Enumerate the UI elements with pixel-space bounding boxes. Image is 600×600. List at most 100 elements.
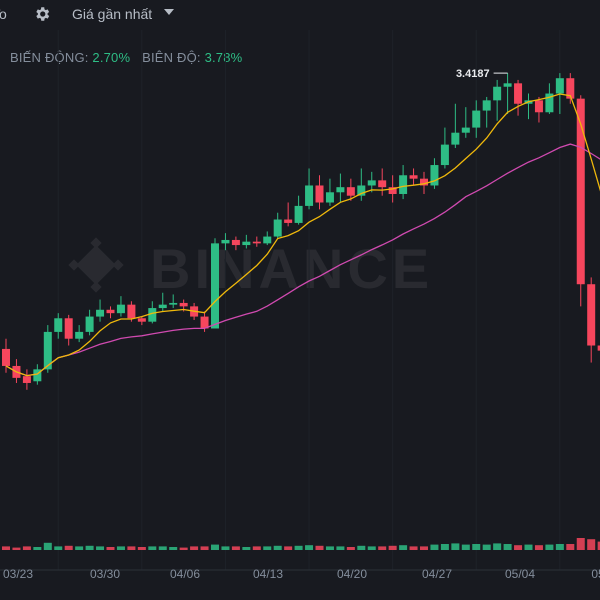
amplitude-value: 3.78% [204, 50, 243, 65]
candle-body [231, 239, 240, 246]
volume-bar [284, 546, 293, 550]
volume-bar [357, 545, 366, 550]
candle-body [116, 304, 125, 314]
candle-body [325, 192, 334, 203]
volume-bar [127, 546, 136, 550]
candle-body [294, 205, 303, 223]
amplitude-label: BIÊN ĐỘ: [142, 50, 201, 65]
candle-body [263, 236, 272, 244]
candle-body [2, 348, 10, 366]
candle-body [493, 86, 502, 101]
volume-bar [43, 542, 52, 550]
volume-bar [85, 545, 94, 550]
volume-bar [33, 547, 42, 550]
volume-bar [179, 547, 188, 550]
candlestick-chart[interactable]: BINANCE 3.4187 03/23 03/30 04/06 04/13 04/20… [0, 30, 600, 600]
x-tick-label: 04/13 [253, 567, 283, 581]
high-price-label: 3.4187 [456, 68, 490, 80]
candle-body [420, 178, 428, 186]
volume-bar [12, 547, 21, 550]
candle-body [242, 241, 251, 246]
candle-body [106, 309, 115, 314]
change-value: 2.70% [92, 50, 131, 65]
candle-body [472, 110, 481, 128]
chart-toolbar: To Giá gần nhất [0, 0, 600, 30]
volume-bar [200, 546, 209, 550]
candle-body [461, 127, 470, 133]
candle-body [514, 83, 523, 104]
x-tick-label: 05/04 [505, 567, 535, 581]
time-toggle-fragment[interactable]: To [0, 6, 7, 22]
volume-bar [555, 544, 564, 550]
candle-body [534, 100, 543, 113]
volume-bar [148, 546, 157, 550]
chevron-down-icon[interactable] [164, 9, 174, 15]
volume-bar [420, 546, 428, 550]
volume-bar [336, 546, 345, 550]
candle-body [451, 132, 460, 145]
candle-body [597, 345, 600, 351]
candle-body [54, 318, 63, 332]
candle-body [315, 185, 324, 203]
candle-body [252, 241, 261, 244]
volume-bar [190, 546, 199, 550]
candle-body [211, 243, 219, 329]
volume-bar [597, 541, 600, 550]
gear-icon[interactable] [33, 5, 51, 23]
candle-body [43, 331, 52, 370]
volume-bar [545, 544, 554, 550]
volume-bar [503, 544, 512, 550]
volume-bar [221, 546, 230, 550]
volume-bar [399, 545, 408, 550]
candle-body [33, 369, 42, 382]
candle-body [284, 219, 293, 223]
price-type-selector[interactable]: Giá gần nhất [72, 6, 153, 22]
volume-bar [325, 546, 334, 550]
candle-body [64, 318, 73, 339]
volume-bar [451, 543, 460, 550]
volume-bar [294, 545, 303, 550]
volume-bar [514, 545, 523, 550]
candle-body [430, 165, 439, 186]
candle-body [566, 78, 575, 99]
volume-bar [106, 547, 115, 550]
volume-bar [587, 539, 596, 550]
candle-body [148, 308, 157, 322]
volume-bar [378, 546, 387, 550]
candle-body [503, 83, 512, 87]
candle-body [576, 98, 585, 285]
volume-bar [96, 546, 105, 550]
candle-body [388, 187, 397, 194]
watermark-text: BINANCE [150, 237, 433, 300]
candle-body [169, 302, 178, 305]
volume-bar [315, 545, 324, 550]
volume-bar [22, 546, 31, 550]
candle-body [96, 309, 105, 317]
volume-bar [367, 546, 376, 550]
candle-body [200, 316, 209, 329]
candle-body [367, 180, 376, 186]
volume-bar [242, 547, 251, 550]
volume-bar [211, 544, 219, 550]
volume-bar [388, 545, 397, 550]
candle-body [399, 175, 408, 194]
candle-body [357, 185, 366, 196]
x-tick-label: 05 [591, 567, 600, 581]
volume-bar [169, 547, 178, 550]
volume-bar [566, 544, 575, 550]
volume-bar [263, 546, 272, 550]
volume-bar [430, 544, 439, 550]
ma-slow-line [5, 143, 600, 377]
ma-fast-line [5, 93, 600, 377]
volume-bar [524, 544, 533, 550]
candle-body [22, 376, 31, 383]
volume-bar [158, 546, 167, 550]
volume-bar [64, 545, 73, 550]
volume-bar [305, 545, 314, 550]
volume-bar [493, 543, 502, 550]
candle-body [378, 180, 387, 188]
volume-bar [2, 546, 10, 550]
volume-bar [461, 544, 470, 550]
candle-body [137, 318, 146, 322]
volume-bar [346, 547, 355, 550]
